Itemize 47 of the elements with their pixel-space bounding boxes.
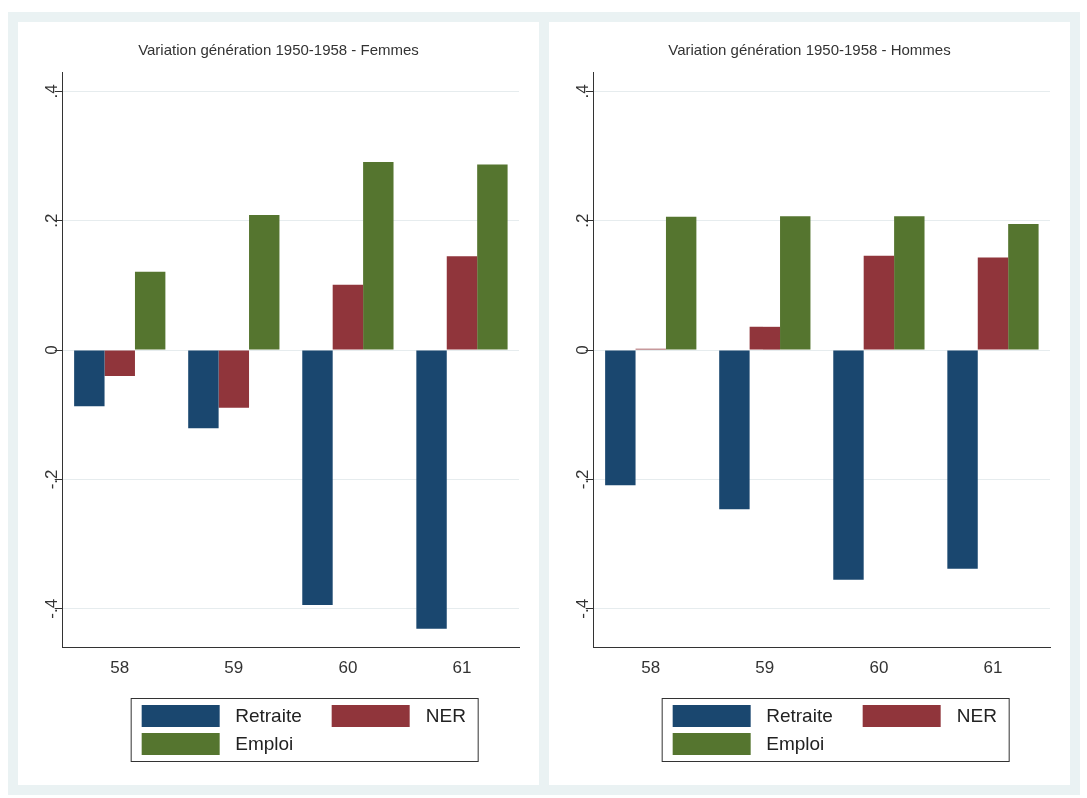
x-tick-label: 61 xyxy=(983,658,1003,678)
bar xyxy=(249,214,280,350)
legend-label: NER xyxy=(956,705,997,727)
legend-label: Emploi xyxy=(766,733,825,755)
y-tick-label: 0 xyxy=(41,345,61,355)
y-tick-label: -.4 xyxy=(572,598,592,619)
bar xyxy=(74,350,105,407)
bar xyxy=(780,216,811,350)
legend-label: Emploi xyxy=(235,733,294,755)
y-tick-label: .4 xyxy=(41,84,61,99)
x-tick-label: 58 xyxy=(110,658,130,678)
y-tick-label: -.2 xyxy=(572,469,592,490)
x-tick-label: 59 xyxy=(224,658,244,678)
bar xyxy=(665,216,697,350)
y-tick-label: -.2 xyxy=(41,469,61,490)
bar xyxy=(719,350,750,510)
bar xyxy=(833,350,864,580)
bar xyxy=(446,256,478,350)
y-tick-label: .4 xyxy=(572,84,592,99)
bar xyxy=(977,257,1009,350)
bar xyxy=(749,326,781,350)
legend-label: Retraite xyxy=(766,705,833,727)
bar xyxy=(218,350,250,408)
bar xyxy=(477,164,508,350)
bar xyxy=(134,271,166,350)
bar xyxy=(605,350,636,486)
x-tick-label: 59 xyxy=(755,658,775,678)
bar xyxy=(1008,223,1039,350)
x-tick-label: 58 xyxy=(641,658,661,678)
x-tick-label: 60 xyxy=(869,658,889,678)
bar xyxy=(863,255,895,350)
chart-title: Variation génération 1950-1958 - Hommes xyxy=(668,41,951,59)
bar xyxy=(188,350,219,429)
chart-title: Variation génération 1950-1958 - Femmes xyxy=(138,41,419,59)
bar xyxy=(947,350,978,569)
y-tick-label: 0 xyxy=(572,345,592,355)
y-tick-label: -.4 xyxy=(41,598,61,619)
legend-label: Retraite xyxy=(235,705,302,727)
bar xyxy=(332,284,364,350)
legend-label: NER xyxy=(425,705,466,727)
bar xyxy=(104,350,135,376)
bar xyxy=(416,350,447,629)
x-tick-label: 60 xyxy=(338,658,358,678)
bar xyxy=(363,161,394,350)
bar xyxy=(894,216,925,350)
x-tick-label: 61 xyxy=(452,658,472,678)
bar xyxy=(302,350,333,605)
